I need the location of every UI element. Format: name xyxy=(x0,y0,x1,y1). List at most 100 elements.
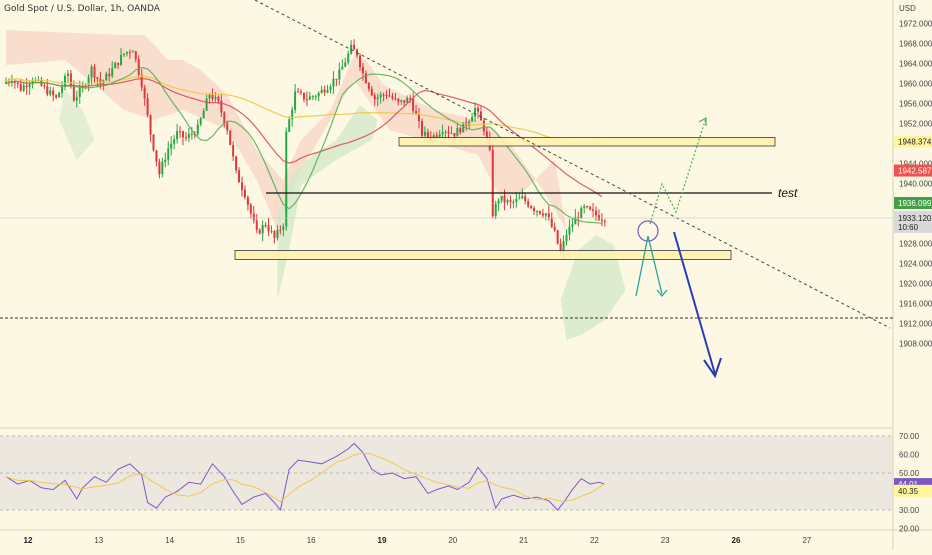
date-tick-label: 20 xyxy=(448,536,457,545)
descending-trendline xyxy=(254,0,891,329)
candle-body xyxy=(279,229,282,231)
candle-body xyxy=(270,231,273,233)
candle-body xyxy=(114,62,117,69)
candle-body xyxy=(235,156,238,171)
candle-body xyxy=(435,135,438,137)
candle-body xyxy=(202,110,205,119)
candle-body xyxy=(205,98,208,111)
candle-body xyxy=(229,130,232,145)
candle-body xyxy=(255,220,258,230)
candle-body xyxy=(391,96,394,99)
candle-body xyxy=(524,196,527,202)
candle-body xyxy=(208,94,211,99)
candle-body xyxy=(223,112,226,124)
candle-body xyxy=(43,85,46,87)
candle-body xyxy=(438,134,441,137)
candle-body xyxy=(550,217,553,227)
candle-body xyxy=(571,224,574,227)
candle-body xyxy=(597,215,600,220)
candle-body xyxy=(93,66,96,78)
candle-body xyxy=(600,219,603,221)
candle-body xyxy=(359,55,361,68)
candle-body xyxy=(420,121,423,136)
candle-body xyxy=(152,134,155,151)
candle-body xyxy=(72,86,75,101)
ema-tag-red: 1942.587 xyxy=(898,167,932,176)
candle-body xyxy=(426,131,429,138)
candle-body xyxy=(170,143,173,149)
candle-body xyxy=(143,87,146,99)
candle-body xyxy=(538,211,541,214)
candle-body xyxy=(302,92,305,100)
candle-body xyxy=(406,97,409,103)
candle-body xyxy=(444,131,447,133)
date-tick-label: 19 xyxy=(378,536,387,545)
candle-body xyxy=(497,200,500,204)
date-tick-label: 16 xyxy=(307,536,316,545)
candle-body xyxy=(547,213,550,218)
candle-body xyxy=(164,159,167,162)
date-tick-label: 27 xyxy=(802,536,811,545)
candle-body xyxy=(521,196,524,199)
ema-yellow xyxy=(5,75,602,145)
candle-body xyxy=(49,90,52,95)
current-price-tag: 1933.120 xyxy=(898,214,932,223)
candle-body xyxy=(99,78,102,84)
candle-body xyxy=(52,90,55,96)
candle-body xyxy=(583,206,586,208)
candle-body xyxy=(314,96,317,98)
price-tick-label: 1940.000 xyxy=(899,180,932,189)
candle-body xyxy=(282,226,285,230)
candle-body xyxy=(258,229,261,234)
date-tick-label: 22 xyxy=(590,536,599,545)
candle-body xyxy=(220,100,223,113)
candle-body xyxy=(367,83,370,89)
candle-body xyxy=(412,98,415,112)
candle-body xyxy=(320,89,323,93)
candle-body xyxy=(273,231,276,238)
candle-body xyxy=(214,96,217,99)
date-tick-label: 13 xyxy=(94,536,103,545)
candle-body xyxy=(5,81,7,84)
price-tick-label: 1968.000 xyxy=(899,40,932,49)
price-tick-label: 1952.000 xyxy=(899,120,932,129)
candle-body xyxy=(447,131,450,134)
candle-body xyxy=(373,95,376,100)
candle-body xyxy=(196,124,199,135)
candle-body xyxy=(232,144,235,157)
candle-body xyxy=(453,133,456,137)
candle-body xyxy=(536,211,538,213)
ema-red xyxy=(5,77,603,198)
candle-body xyxy=(338,69,341,80)
rsi-ma-line xyxy=(5,452,606,503)
candle-body xyxy=(344,62,347,67)
candle-body xyxy=(105,73,108,81)
candle-body xyxy=(474,107,477,117)
price-tick-label: 1912.000 xyxy=(899,320,932,329)
candle-body xyxy=(589,206,592,210)
ema-tag-green-bg xyxy=(894,197,932,210)
candle-body xyxy=(226,123,229,131)
candle-body xyxy=(515,198,518,202)
candle-body xyxy=(533,208,536,212)
candle-body xyxy=(450,133,453,135)
candle-body xyxy=(364,73,367,84)
date-tick-label: 14 xyxy=(165,536,174,545)
candle-body xyxy=(211,94,214,99)
candle-body xyxy=(491,149,494,217)
candle-body xyxy=(595,210,597,216)
candle-body xyxy=(128,51,131,53)
candle-body xyxy=(64,76,66,87)
bullish-cloud-2 xyxy=(560,235,626,340)
candle-body xyxy=(409,97,412,99)
candle-body xyxy=(75,97,78,101)
candle-body xyxy=(199,118,202,125)
candle-body xyxy=(317,92,320,97)
blue-projection xyxy=(673,231,716,375)
rsi-tick-label: 20.00 xyxy=(899,525,920,534)
candle-body xyxy=(456,128,459,137)
candle-body xyxy=(22,85,25,91)
candle-body xyxy=(335,78,338,80)
